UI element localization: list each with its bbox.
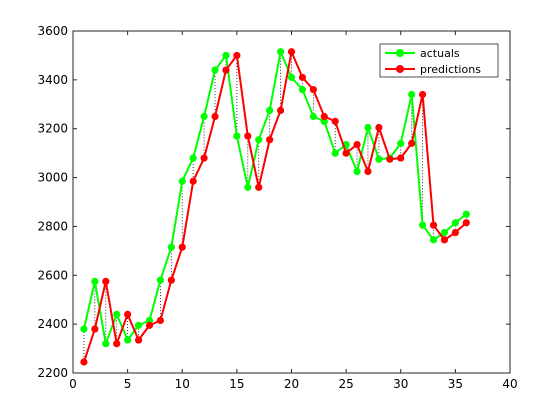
data-point-actuals	[287, 73, 296, 82]
data-point-actuals	[462, 210, 470, 218]
y-tick-label: 3000	[37, 171, 68, 185]
data-point-actuals	[167, 243, 175, 251]
data-point-predictions	[91, 325, 99, 333]
data-point-predictions	[419, 90, 427, 99]
data-point-predictions	[397, 154, 405, 162]
legend-label-actuals: actuals	[420, 47, 460, 60]
x-tick-label: 5	[124, 377, 132, 391]
data-point-actuals	[233, 132, 241, 140]
data-point-predictions	[440, 236, 449, 244]
y-tick-label: 2400	[37, 317, 68, 331]
x-axis: 0 5 10 15 20 25 30 35 40	[69, 31, 518, 391]
y-tick-label: 3600	[37, 24, 68, 38]
data-point-predictions	[353, 140, 361, 149]
data-point-predictions	[375, 123, 383, 132]
data-point-predictions	[342, 149, 350, 157]
data-point-actuals	[134, 321, 143, 329]
data-point-actuals	[353, 167, 361, 176]
data-point-actuals	[91, 277, 99, 285]
data-point-predictions	[244, 132, 252, 140]
x-tick-label: 20	[284, 377, 299, 391]
data-point-actuals	[80, 325, 88, 333]
legend: actuals predictions	[379, 43, 499, 78]
x-tick-label: 30	[393, 377, 408, 391]
data-point-predictions	[211, 112, 219, 121]
data-point-predictions	[462, 219, 470, 227]
series-layer	[80, 48, 470, 366]
data-point-predictions	[276, 106, 285, 114]
data-point-actuals	[189, 154, 197, 162]
data-point-actuals	[211, 66, 219, 74]
data-point-actuals	[429, 236, 438, 244]
data-point-predictions	[145, 321, 154, 329]
series-predictions	[80, 48, 470, 366]
data-point-actuals	[298, 86, 307, 94]
data-point-predictions	[222, 66, 230, 74]
y-tick-label: 2600	[37, 268, 68, 282]
legend-label-predictions: predictions	[420, 63, 481, 76]
data-point-predictions	[309, 86, 317, 94]
data-point-actuals	[156, 276, 164, 284]
data-point-predictions	[331, 117, 339, 125]
data-point-predictions	[386, 155, 394, 163]
data-point-predictions	[80, 358, 88, 366]
data-point-actuals	[451, 219, 459, 227]
x-tick-label: 35	[448, 377, 463, 391]
y-tick-label: 2800	[37, 219, 68, 233]
data-point-actuals	[222, 51, 230, 60]
y-tick-label: 3200	[37, 122, 68, 136]
data-point-predictions	[233, 51, 241, 60]
x-tick-label: 25	[338, 377, 353, 391]
data-point-predictions	[189, 177, 197, 185]
data-point-actuals	[397, 139, 405, 147]
data-point-predictions	[156, 316, 164, 325]
data-point-predictions	[287, 48, 296, 56]
x-tick-label: 40	[502, 377, 517, 391]
data-point-actuals	[440, 228, 449, 237]
data-point-predictions	[364, 167, 372, 176]
data-point-predictions	[113, 340, 121, 348]
data-point-predictions	[298, 73, 307, 82]
data-point-predictions	[429, 221, 438, 229]
data-point-actuals	[375, 155, 383, 163]
y-axis: 2200 2400 2600 2800 3000 3200 3400 3600	[37, 24, 510, 380]
data-point-actuals	[113, 310, 121, 318]
x-tick-label: 10	[175, 377, 190, 391]
data-point-predictions	[102, 277, 110, 285]
data-point-actuals	[102, 340, 110, 348]
data-point-predictions	[167, 276, 175, 284]
y-tick-label: 2200	[37, 366, 68, 380]
legend-marker-actuals	[396, 49, 404, 57]
data-point-predictions	[320, 112, 328, 121]
data-point-actuals	[178, 177, 186, 185]
legend-marker-predictions	[396, 65, 404, 73]
x-tick-label: 0	[69, 377, 77, 391]
data-point-predictions	[266, 136, 274, 144]
data-point-predictions	[408, 139, 416, 147]
y-tick-label: 3400	[37, 73, 68, 87]
plot-area	[73, 31, 510, 373]
data-point-actuals	[419, 221, 427, 229]
data-point-predictions	[134, 336, 143, 344]
data-point-actuals	[244, 183, 252, 191]
data-point-predictions	[200, 154, 208, 162]
data-point-actuals	[200, 112, 208, 121]
x-tick-label: 15	[229, 377, 244, 391]
data-point-predictions	[178, 243, 186, 251]
data-point-actuals	[408, 90, 416, 99]
data-point-actuals	[255, 136, 263, 144]
data-point-actuals	[124, 336, 132, 344]
data-point-actuals	[364, 123, 372, 132]
data-point-predictions	[451, 228, 459, 237]
data-point-actuals	[309, 112, 317, 121]
data-point-predictions	[124, 310, 132, 318]
data-point-actuals	[331, 149, 339, 157]
data-point-actuals	[276, 48, 285, 56]
data-point-predictions	[255, 183, 263, 191]
data-point-actuals	[266, 106, 274, 114]
